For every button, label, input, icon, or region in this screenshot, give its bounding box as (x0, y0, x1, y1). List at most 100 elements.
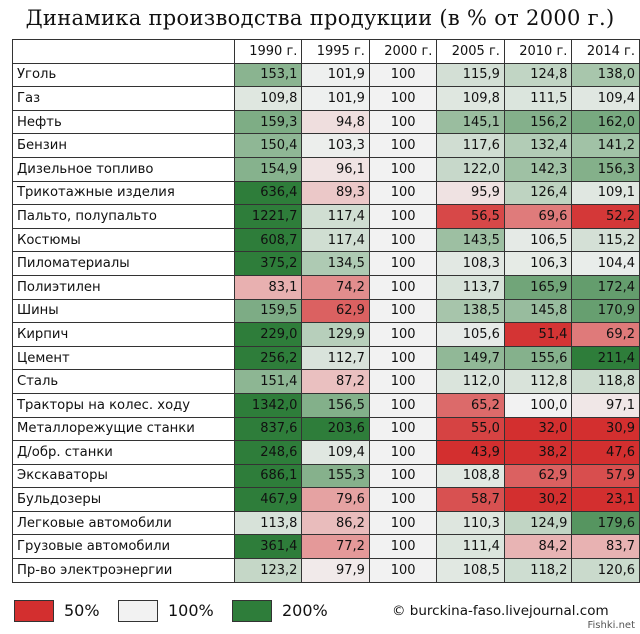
value-cell: 145,1 (436, 109, 505, 135)
value-cell: 23,1 (571, 487, 640, 512)
row-label: Дизельное топливо (12, 156, 235, 182)
column-header: 2010 г. (503, 39, 573, 64)
value-cell: 117,6 (436, 133, 505, 158)
value-cell: 636,4 (233, 180, 303, 206)
value-cell: 100 (368, 156, 438, 182)
value-cell: 32,0 (503, 416, 573, 442)
value-cell: 375,2 (233, 251, 303, 276)
value-cell: 100 (368, 345, 438, 371)
value-cell: 30,9 (571, 416, 640, 442)
value-cell: 112,0 (436, 369, 505, 394)
value-cell: 149,7 (436, 345, 505, 371)
row-label: Нефть (12, 109, 235, 135)
value-cell: 106,3 (503, 251, 573, 276)
value-cell: 156,3 (571, 156, 640, 182)
value-cell: 141,2 (571, 133, 640, 158)
row-label: Металлорежущие станки (12, 416, 235, 442)
value-cell: 111,5 (503, 86, 573, 111)
value-cell: 100 (368, 322, 438, 347)
table-row: Костюмы 608,7 117,4 100 143,5 106,5 115,2 (12, 227, 640, 253)
row-label: Кирпич (12, 322, 235, 347)
legend-label-mid: 100% (168, 601, 214, 620)
value-cell: 686,1 (233, 463, 303, 489)
value-cell: 57,9 (571, 463, 640, 489)
row-label: Пиломатериалы (12, 251, 235, 276)
row-label: Пр-во электроэнергии (12, 558, 235, 583)
value-cell: 118,8 (571, 369, 640, 394)
value-cell: 112,8 (503, 369, 573, 394)
value-cell: 100 (368, 534, 438, 560)
row-label: Шины (12, 298, 235, 324)
header-corner (12, 39, 235, 64)
value-cell: 100 (368, 298, 438, 324)
value-cell: 112,7 (301, 345, 370, 371)
value-cell: 172,4 (571, 274, 640, 300)
column-header: 2005 г. (436, 39, 505, 64)
table-row: Дизельное топливо 154,9 96,1 100 122,0 142,3 1… (12, 156, 640, 182)
legend-label-high: 200% (282, 601, 328, 620)
value-cell: 138,0 (571, 62, 640, 88)
value-cell: 87,2 (301, 369, 370, 394)
value-cell: 101,9 (301, 62, 370, 88)
column-header: 1990 г. (233, 39, 303, 64)
value-cell: 126,4 (503, 180, 573, 206)
value-cell: 69,6 (503, 204, 573, 229)
value-cell: 97,9 (301, 558, 370, 583)
value-cell: 150,4 (233, 133, 303, 158)
header-row: 1990 г. 1995 г. 2000 г. 2005 г. 2010 г. 2014 … (12, 39, 640, 64)
value-cell: 837,6 (233, 416, 303, 442)
value-cell: 154,9 (233, 156, 303, 182)
row-label: Бульдозеры (12, 487, 235, 512)
value-cell: 65,2 (436, 392, 505, 418)
row-label: Пальто, полупальто (12, 204, 235, 229)
value-cell: 211,4 (571, 345, 640, 371)
value-cell: 165,9 (503, 274, 573, 300)
table-row: Бензин 150,4 103,3 100 117,6 132,4 141,2 (12, 133, 640, 158)
value-cell: 129,9 (301, 322, 370, 347)
value-cell: 77,2 (301, 534, 370, 560)
value-cell: 100 (368, 109, 438, 135)
value-cell: 89,3 (301, 180, 370, 206)
value-cell: 138,5 (436, 298, 505, 324)
row-label: Газ (12, 86, 235, 111)
column-header: 2014 г. (571, 39, 640, 64)
value-cell: 123,2 (233, 558, 303, 583)
table-row: Экскаваторы 686,1 155,3 100 108,8 62,9 57,9 (12, 463, 640, 489)
table-row: Бульдозеры 467,9 79,6 100 58,7 30,2 23,1 (12, 487, 640, 512)
row-label: Костюмы (12, 227, 235, 253)
value-cell: 100 (368, 180, 438, 206)
value-cell: 170,9 (571, 298, 640, 324)
table-row: Трикотажные изделия 636,4 89,3 100 95,9 126,4… (12, 180, 640, 206)
value-cell: 100 (368, 204, 438, 229)
value-cell: 100 (368, 86, 438, 111)
value-cell: 106,5 (503, 227, 573, 253)
table-row: Цемент 256,2 112,7 100 149,7 155,6 211,4 (12, 345, 640, 371)
value-cell: 115,2 (571, 227, 640, 253)
row-label: Д/обр. станки (12, 440, 235, 465)
value-cell: 117,4 (301, 227, 370, 253)
value-cell: 62,9 (301, 298, 370, 324)
row-label: Трикотажные изделия (12, 180, 235, 206)
value-cell: 100 (368, 463, 438, 489)
value-cell: 109,1 (571, 180, 640, 206)
value-cell: 122,0 (436, 156, 505, 182)
value-cell: 83,1 (233, 274, 303, 300)
table-row: Грузовые автомобили 361,4 77,2 100 111,4 84,2… (12, 534, 640, 560)
value-cell: 153,1 (233, 62, 303, 88)
value-cell: 467,9 (233, 487, 303, 512)
value-cell: 124,9 (503, 510, 573, 536)
value-cell: 43,9 (436, 440, 505, 465)
value-cell: 100 (368, 558, 438, 583)
column-header: 1995 г. (301, 39, 370, 64)
value-cell: 100 (368, 251, 438, 276)
value-cell: 124,8 (503, 62, 573, 88)
row-label: Грузовые автомобили (12, 534, 235, 560)
value-cell: 51,4 (503, 322, 573, 347)
source-credit: © burckina-faso.livejournal.com (392, 603, 609, 619)
value-cell: 96,1 (301, 156, 370, 182)
value-cell: 143,5 (436, 227, 505, 253)
table-row: Уголь 153,1 101,9 100 115,9 124,8 138,0 (12, 62, 640, 88)
value-cell: 95,9 (436, 180, 505, 206)
value-cell: 101,9 (301, 86, 370, 111)
value-cell: 105,6 (436, 322, 505, 347)
